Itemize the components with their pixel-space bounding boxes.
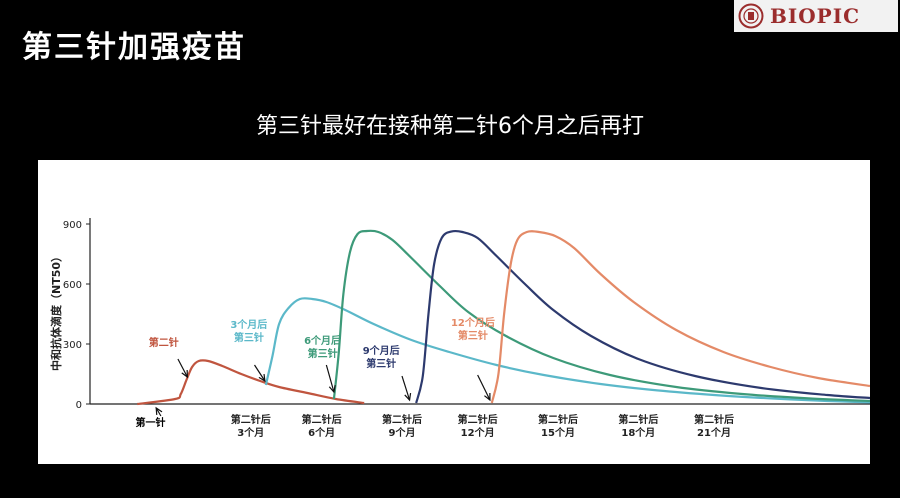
annotation-label: 3个月后第三针: [230, 318, 267, 344]
annotation-label: 6个月后第三针: [304, 334, 341, 360]
logo-text: BIOPIC: [770, 4, 860, 28]
x-tick-label: 第二针后 12个月: [458, 413, 498, 439]
annotation-label: 9个月后第三针: [363, 344, 400, 370]
series-line-1: [137, 359, 365, 406]
y-tick-label: 0: [76, 400, 82, 411]
arrow-head: [258, 373, 266, 383]
annotation-label: 第一针: [136, 416, 166, 429]
arrow-head: [404, 392, 412, 402]
annotation-arrow: [254, 364, 266, 382]
annotation-arrow: [155, 407, 162, 417]
university-seal-icon: [738, 3, 764, 29]
annotation-label: 12个月后第三针: [451, 316, 495, 342]
arrow-head: [181, 369, 189, 379]
x-tick-label: 第二针后 3个月: [231, 413, 271, 439]
arrow-head: [328, 385, 336, 394]
annotation-label: 第二针: [149, 336, 179, 349]
annotation-arrow: [477, 374, 491, 401]
chart-subtitle: 第三针最好在接种第二针6个月之后再打: [256, 114, 644, 139]
x-tick-label: 第二针后 18个月: [618, 413, 658, 439]
arrow-head: [484, 392, 491, 402]
slide-title: 第三针加强疫苗: [22, 30, 246, 65]
series-line-5: [490, 230, 871, 404]
series-line-3: [332, 229, 871, 403]
y-tick-label: 300: [63, 340, 82, 351]
series-line-4: [415, 229, 871, 404]
y-tick-label: 600: [63, 280, 82, 291]
annotation-arrow: [401, 375, 411, 401]
x-tick-label: 第二针后 6个月: [302, 413, 342, 439]
annotation-arrow: [325, 364, 335, 393]
y-axis-label: 中和抗体滴度（NT50）: [49, 251, 63, 371]
series-line-2: [264, 297, 871, 404]
logo: BIOPIC: [734, 0, 898, 32]
antibody-titer-chart: 0 300 600 900 第二针后 3个月 第二针后 6个月 第二针后 9个月 第二针后 12个月…: [49, 218, 871, 439]
x-tick-label: 第二针后 9个月: [382, 413, 422, 439]
arrow-head: [155, 406, 163, 416]
x-tick-label: 第二针后 15个月: [538, 413, 578, 439]
x-tick-label: 第二针后 21个月: [694, 413, 734, 439]
annotation-arrow: [177, 358, 188, 378]
chart-panel: 0 300 600 900 第二针后 3个月 第二针后 6个月 第二针后 9个月 第二针后 12个月…: [38, 160, 871, 464]
y-tick-label: 900: [63, 220, 82, 231]
